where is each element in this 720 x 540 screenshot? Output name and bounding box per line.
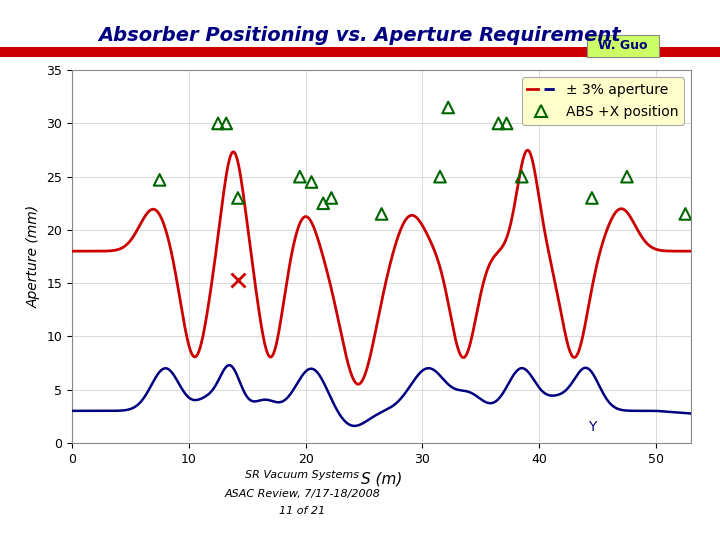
X-axis label: S (m): S (m) [361,471,402,486]
Text: 11 of 21: 11 of 21 [279,506,325,516]
Point [516,172,528,181]
Point [586,194,598,202]
Point [501,119,513,128]
Text: W. Guo: W. Guo [598,39,647,52]
Text: Y: Y [588,420,596,434]
Legend: ± 3% aperture, ABS +X position: ± 3% aperture, ABS +X position [522,77,684,125]
Point [294,172,305,181]
Point [212,119,224,128]
Point [306,178,318,186]
Text: SR Vacuum Systems: SR Vacuum Systems [246,470,359,480]
Point [220,119,232,128]
Point [154,176,166,184]
Point [621,172,633,181]
Point [318,199,329,207]
Text: Absorber Positioning vs. Aperture Requirement: Absorber Positioning vs. Aperture Requir… [99,25,621,45]
Point [376,210,387,218]
Point [680,210,691,218]
Y-axis label: Aperture (mm): Aperture (mm) [27,205,41,308]
Point [442,103,454,112]
Point [492,119,504,128]
Text: ASAC Review, 7/17-18/2008: ASAC Review, 7/17-18/2008 [225,489,380,499]
Point [434,172,446,181]
Point [325,194,337,202]
Point [232,194,243,202]
